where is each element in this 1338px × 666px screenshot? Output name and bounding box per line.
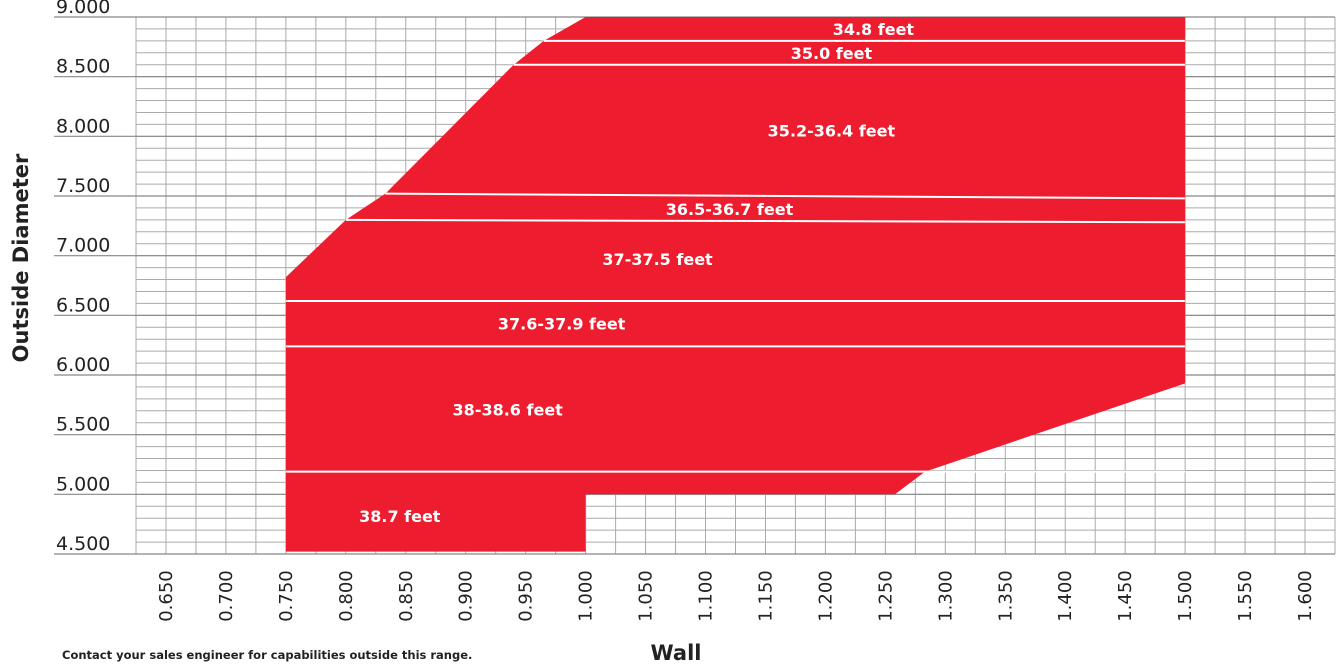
plot-area: 34.8 feet 35.0 feet 35.2-36.4 feet 36.5-36.… bbox=[285, 17, 1186, 552]
x-tick-label: 0.700 bbox=[216, 570, 237, 622]
y-tick-label: 5.500 bbox=[56, 414, 110, 436]
x-tick-label: 1.400 bbox=[1055, 570, 1076, 622]
x-tick-label: 1.000 bbox=[576, 570, 597, 622]
x-tick-label: 1.200 bbox=[815, 570, 836, 622]
x-tick-label: 1.500 bbox=[1175, 570, 1196, 622]
x-tick-label: 0.800 bbox=[336, 570, 357, 622]
footnote: Contact your sales engineer for capabili… bbox=[62, 648, 473, 662]
x-tick-label: 1.450 bbox=[1115, 570, 1136, 622]
region-label: 36.5-36.7 feet bbox=[666, 200, 794, 219]
y-tick-label: 4.500 bbox=[56, 533, 110, 555]
x-tick-label: 1.050 bbox=[636, 570, 657, 622]
y-axis-ticks: 4.500 5.000 5.500 6.000 6.500 7.000 7.500 8.000… bbox=[56, 0, 110, 555]
x-tick-label: 0.850 bbox=[396, 570, 417, 622]
y-tick-label: 6.500 bbox=[56, 294, 110, 316]
x-tick-label: 0.950 bbox=[516, 570, 537, 622]
x-tick-label: 0.900 bbox=[456, 570, 477, 622]
y-tick-label: 8.000 bbox=[56, 115, 110, 137]
region-label: 37.6-37.9 feet bbox=[498, 315, 626, 334]
y-tick-label: 5.000 bbox=[56, 473, 110, 495]
region-label: 35.2-36.4 feet bbox=[768, 121, 896, 140]
x-tick-label: 1.600 bbox=[1295, 570, 1316, 622]
y-tick-label: 6.000 bbox=[56, 354, 110, 376]
region-label: 35.0 feet bbox=[791, 44, 873, 63]
x-tick-label: 1.100 bbox=[696, 570, 717, 622]
x-tick-label: 1.550 bbox=[1235, 570, 1256, 622]
x-tick-label: 0.650 bbox=[156, 570, 177, 622]
x-tick-label: 1.300 bbox=[935, 570, 956, 622]
capability-region bbox=[285, 17, 1186, 552]
y-tick-label: 7.000 bbox=[56, 235, 110, 257]
x-axis-ticks: 0.650 0.700 0.750 0.800 0.850 0.900 0.950 1.000… bbox=[156, 570, 1316, 622]
band-boundary bbox=[345, 218, 1186, 224]
x-axis-title: Wall bbox=[651, 641, 702, 665]
y-tick-label: 8.500 bbox=[56, 56, 110, 78]
region-label: 38-38.6 feet bbox=[453, 401, 564, 420]
x-tick-label: 0.750 bbox=[276, 570, 297, 622]
band-boundary bbox=[385, 192, 1186, 200]
region-label: 37-37.5 feet bbox=[602, 250, 713, 269]
y-tick-label: 7.500 bbox=[56, 175, 110, 197]
x-tick-label: 1.150 bbox=[756, 570, 777, 622]
region-label: 38.7 feet bbox=[359, 507, 441, 526]
x-tick-label: 1.350 bbox=[995, 570, 1016, 622]
y-axis-title: Outside Diameter bbox=[9, 153, 33, 362]
x-tick-label: 1.250 bbox=[875, 570, 896, 622]
y-tick-label: 9.000 bbox=[56, 0, 110, 18]
region-label: 34.8 feet bbox=[833, 20, 915, 39]
